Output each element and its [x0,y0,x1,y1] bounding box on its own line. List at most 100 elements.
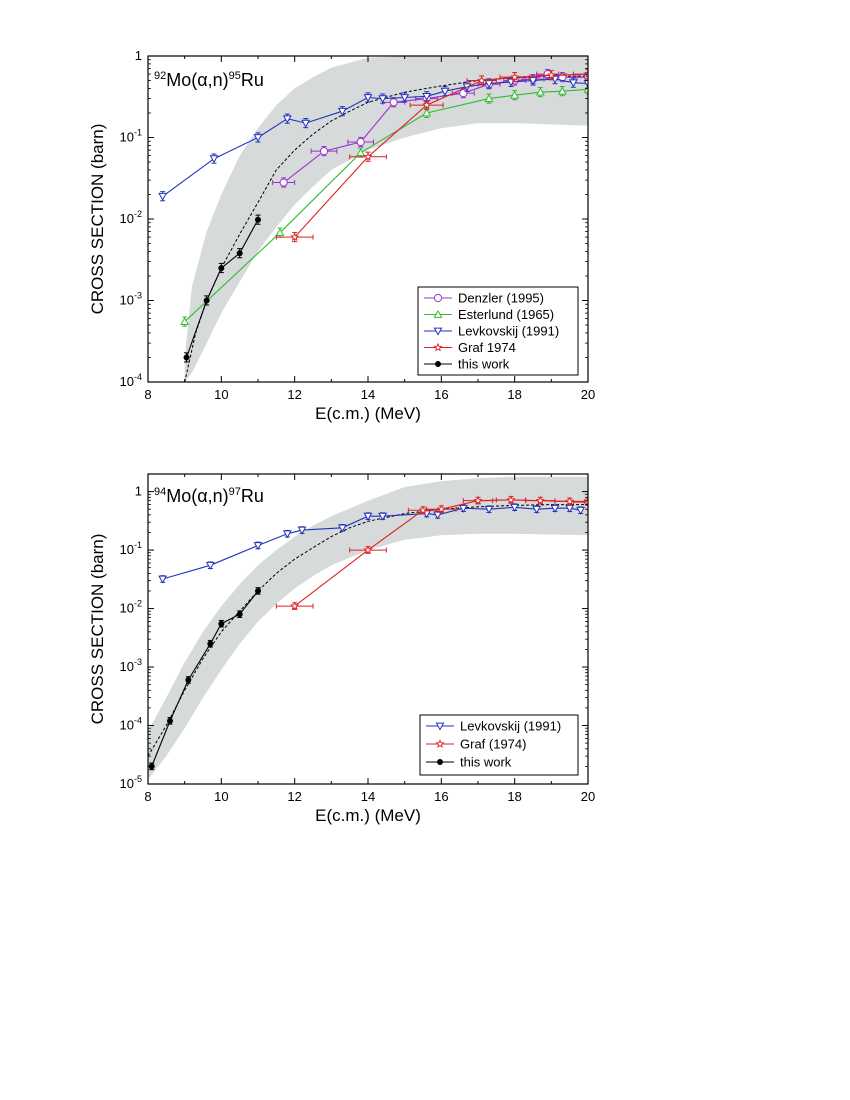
data-point [510,90,520,99]
x-tick-label: 12 [287,387,301,402]
data-point [565,504,575,513]
data-point [510,72,520,82]
legend-item: Esterlund (1965) [424,307,554,322]
x-tick-label: 14 [361,789,375,804]
y-tick-label: 10-1 [120,128,142,145]
uncertainty-band [184,56,588,382]
x-tick-label: 14 [361,387,375,402]
title-base: Mo(α,n) [166,70,228,90]
legend-marker [436,759,443,766]
legend-label: Denzler (1995) [458,291,544,306]
data-point [183,354,190,361]
data-point [282,530,292,539]
legend-label: Levkovskij (1991) [460,719,561,734]
title-sup-post: 97 [229,486,241,498]
data-point [583,80,588,89]
y-tick-label: 10-5 [120,774,142,791]
y-tick-label: 1 [135,48,142,63]
x-tick-label: 12 [287,789,301,804]
data-point [436,504,446,514]
y-axis-label: CROSS SECTION (barn) [88,534,107,725]
title-sup-pre: 92 [154,70,166,82]
data-point [356,137,365,147]
y-tick-label: 10-2 [120,209,142,226]
data-point [158,575,168,584]
data-point [185,677,192,684]
data-point [546,70,556,80]
legend: Denzler (1995)Esterlund (1965) Levkovskij… [417,286,579,376]
legend-label: Graf 1974 [458,340,516,355]
data-point [484,505,494,514]
data-point [282,115,292,124]
data-point [363,512,373,521]
data-point [506,78,516,87]
data-point [477,75,487,85]
data-point [254,587,261,594]
panel-title: 94Mo(α,n)97Ru [154,486,264,506]
plot-area [158,56,588,382]
y-tick-label: 10-2 [120,599,142,616]
legend-label: Graf (1974) [460,737,526,752]
series-this-work [183,214,261,363]
series-graf-1974 [275,495,588,610]
data-point [458,504,468,513]
series-this-work [148,587,261,771]
y-tick-base: 10 [120,601,134,616]
y-axis-label: CROSS SECTION (barn) [88,124,107,315]
data-point [576,506,586,515]
title-base: Mo(α,n) [166,486,228,506]
series-graf-1974 [275,68,588,243]
legend-item: Graf (1974) [426,737,526,752]
data-point [363,152,373,161]
title-sup-post: 95 [229,70,241,82]
x-tick-label: 10 [214,789,228,804]
y-tick-base: 10 [120,293,134,308]
x-tick-label: 16 [434,387,448,402]
data-point [459,89,468,98]
data-point [253,542,263,551]
y-tick-exp: -3 [134,657,142,667]
data-point [301,119,311,128]
y-tick-label: 10-4 [120,372,142,389]
x-axis-label: E(c.m.) (MeV) [315,404,421,423]
legend-item: this work [426,755,512,770]
y-tick-exp: -4 [134,716,142,726]
y-tick-exp: -2 [134,209,142,219]
legend-marker [433,327,443,336]
data-point [337,524,347,533]
x-tick-label: 20 [581,789,595,804]
data-point [209,155,219,164]
y-tick-label: 10-3 [120,657,142,674]
data-point [236,250,243,257]
y-tick-label: 1 [135,484,142,499]
panel-title: 92Mo(α,n)95Ru [154,70,264,90]
legend-item: Levkovskij (1991) [424,324,559,339]
x-tick-label: 8 [144,789,151,804]
y-tick-base: 10 [120,374,134,389]
data-point [400,94,410,103]
series-line [162,78,588,197]
legend-marker [434,360,441,367]
data-point [378,95,388,104]
x-tick-label: 8 [144,387,151,402]
data-point [363,94,373,103]
title-sup-pre: 94 [154,486,166,498]
data-point [319,147,329,156]
data-point [528,77,538,86]
data-point [568,79,578,88]
y-tick-base: 10 [120,776,134,791]
y-tick-label: 10-4 [120,716,142,733]
data-point [418,505,428,515]
data-point [253,134,263,143]
legend: Levkovskij (1991) Graf (1974) this work [419,714,579,776]
data-point [279,178,288,187]
data-point [275,228,285,237]
legend-label: Esterlund (1965) [458,307,554,322]
data-point [565,496,575,506]
legend-label: this work [460,755,512,770]
data-point [440,87,450,96]
legend-box [419,714,579,776]
chart-panel-2: 8 10 12 14 16 18 2010-510-410-310-210-11E(c.m.… [88,473,595,825]
legend-marker [433,309,443,318]
